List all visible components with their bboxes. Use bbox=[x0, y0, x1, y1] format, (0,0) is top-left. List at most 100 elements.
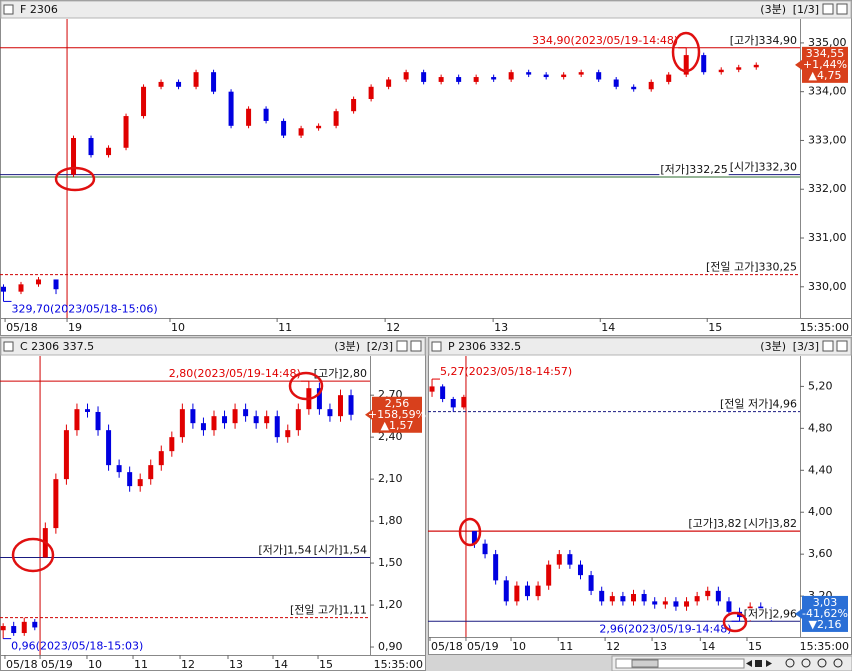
candle-body bbox=[641, 594, 647, 602]
stop-button[interactable] bbox=[755, 660, 762, 667]
x-tick-label: 13 bbox=[653, 640, 667, 653]
scroll-thumb[interactable] bbox=[631, 659, 659, 668]
candle-body bbox=[561, 74, 567, 78]
candle-body bbox=[526, 72, 532, 75]
annotation-circle bbox=[288, 371, 324, 401]
header-button[interactable] bbox=[822, 340, 834, 352]
candle-body bbox=[222, 416, 228, 424]
level-label: [고가]2,80 bbox=[314, 367, 367, 380]
level-label-bg bbox=[288, 604, 368, 617]
annotation-circle bbox=[458, 517, 482, 547]
scroll-track[interactable] bbox=[615, 658, 745, 669]
candle-body bbox=[243, 409, 249, 417]
candle-body bbox=[666, 74, 672, 82]
candle-body bbox=[718, 69, 724, 73]
zoom-reset[interactable] bbox=[817, 658, 827, 668]
level-label: [시가]332,30 bbox=[730, 161, 797, 174]
x-tick-label: 10 bbox=[512, 640, 526, 653]
zoom-fit[interactable] bbox=[833, 658, 843, 668]
candle-body bbox=[662, 601, 668, 605]
y-tick-label: 1,80 bbox=[378, 514, 403, 527]
y-tick-label: 3,60 bbox=[808, 547, 833, 560]
x-tick-label: 05/18 bbox=[6, 658, 38, 671]
candle-body bbox=[648, 81, 654, 90]
next-button[interactable] bbox=[766, 660, 772, 667]
header-button[interactable] bbox=[396, 340, 408, 352]
candle-body bbox=[736, 67, 742, 70]
x-tick-label: 15 bbox=[319, 658, 333, 671]
candle-body bbox=[503, 580, 509, 602]
candle-body bbox=[386, 79, 392, 87]
annotation-circle bbox=[11, 537, 55, 573]
candle-body bbox=[95, 411, 101, 431]
candle-body bbox=[21, 621, 27, 634]
x-tick-label: 13 bbox=[229, 658, 243, 671]
y-tick-label: 0,90 bbox=[378, 640, 403, 653]
candle-body bbox=[535, 585, 541, 597]
level-label-bg bbox=[312, 544, 368, 557]
x-tick-label: 05/18 bbox=[431, 640, 463, 653]
y-tick-label: 1,50 bbox=[378, 556, 403, 569]
candle-body bbox=[88, 138, 94, 156]
extreme-label: 334,90(2023/05/19-14:48) bbox=[532, 34, 678, 47]
candle-body bbox=[578, 72, 584, 75]
end-time: 15:35:00 bbox=[800, 321, 849, 334]
last-price-pointer bbox=[365, 409, 372, 420]
candle-body bbox=[652, 601, 658, 605]
candle-body bbox=[11, 626, 17, 634]
candle-body bbox=[620, 596, 626, 602]
last-price-box bbox=[372, 396, 422, 433]
header-button[interactable] bbox=[836, 340, 848, 352]
y-tick-label: 330,00 bbox=[808, 280, 847, 293]
interval: (3분) bbox=[760, 3, 786, 16]
y-tick-label: 335,00 bbox=[808, 36, 847, 49]
candle-body bbox=[232, 409, 238, 424]
end-time: 15:35:00 bbox=[374, 658, 423, 671]
candle-body bbox=[753, 64, 759, 68]
candle-body bbox=[71, 138, 77, 175]
y-tick-label: 4,00 bbox=[808, 505, 833, 518]
x-tick-label: 10 bbox=[171, 321, 185, 334]
candle-body bbox=[461, 396, 467, 408]
candle-body bbox=[705, 590, 711, 597]
candle-body bbox=[524, 585, 530, 597]
zoom-out[interactable] bbox=[801, 658, 811, 668]
prev-button[interactable] bbox=[746, 660, 752, 667]
last-price-change: ▲1,57 bbox=[381, 419, 414, 432]
candle-body bbox=[543, 74, 549, 78]
x-tick-label: 13 bbox=[494, 321, 508, 334]
candle-body bbox=[493, 554, 499, 581]
candle-body bbox=[141, 86, 147, 117]
candle-body bbox=[158, 81, 164, 87]
candle-body bbox=[18, 284, 24, 292]
y-tick-label: 332,00 bbox=[808, 182, 847, 195]
header-button[interactable] bbox=[822, 3, 834, 15]
panel-title: C 2306 337.5 bbox=[20, 340, 94, 353]
extreme-label: 2,80(2023/05/19-14:48) bbox=[169, 367, 301, 380]
candle-body bbox=[200, 423, 206, 431]
candle-body bbox=[508, 72, 514, 80]
candle-body bbox=[556, 554, 562, 565]
level-label-bg bbox=[312, 368, 368, 381]
header-button[interactable] bbox=[836, 3, 848, 15]
y-tick-label: 5,20 bbox=[808, 379, 833, 392]
last-price-box bbox=[802, 46, 848, 83]
x-tick-label: 12 bbox=[181, 658, 195, 671]
candle-body bbox=[263, 108, 269, 121]
candle-body bbox=[0, 626, 6, 631]
level-label-bg bbox=[728, 34, 798, 47]
x-tick-label: 19 bbox=[68, 321, 82, 334]
y-tick-label: 4,80 bbox=[808, 421, 833, 434]
candle-body bbox=[577, 564, 583, 576]
candle-body bbox=[264, 416, 270, 424]
zoom-in[interactable] bbox=[785, 658, 795, 668]
x-tick-label: 05/18 bbox=[6, 321, 38, 334]
last-price-change-pct: +158,59% bbox=[368, 408, 426, 421]
candle-body bbox=[683, 55, 689, 75]
candle-body bbox=[327, 409, 333, 417]
candle-body bbox=[631, 86, 637, 90]
x-tick-label: 11 bbox=[134, 658, 148, 671]
header-button[interactable] bbox=[410, 340, 422, 352]
candle-body bbox=[599, 590, 605, 602]
candle-body bbox=[596, 72, 602, 80]
